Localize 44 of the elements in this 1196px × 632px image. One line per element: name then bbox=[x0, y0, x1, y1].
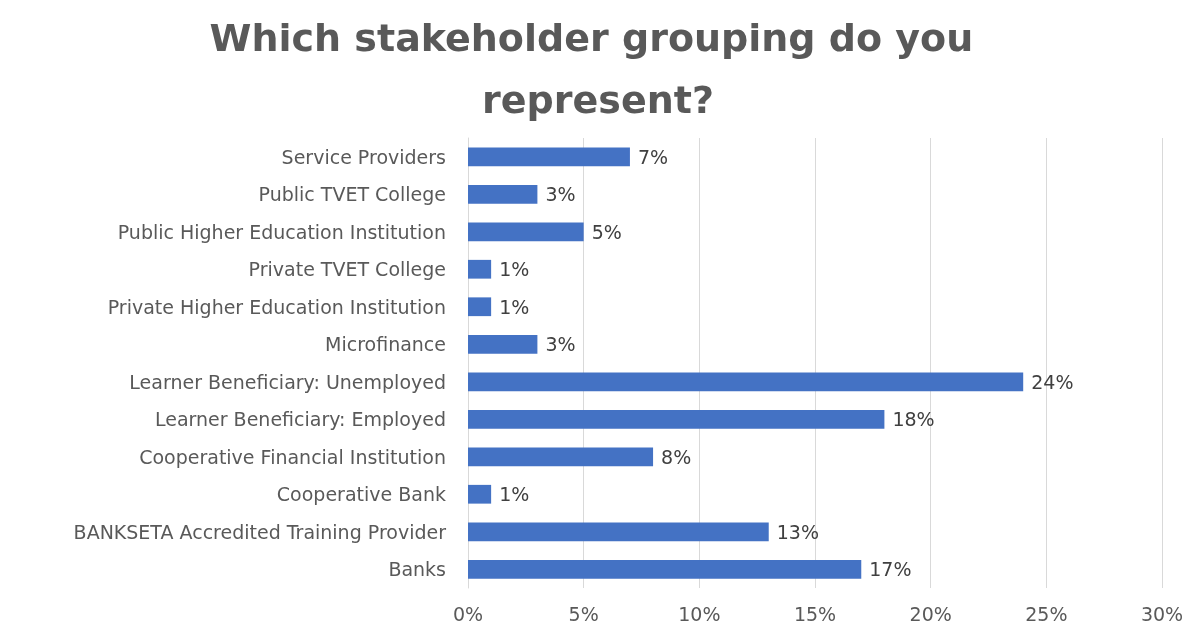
bar bbox=[468, 222, 584, 242]
bar bbox=[468, 409, 885, 429]
bar bbox=[468, 484, 492, 504]
data-label: 13% bbox=[776, 520, 819, 543]
y-tick-label: BANKSETA Accredited Training Provider bbox=[73, 520, 447, 543]
x-tick-label: 20% bbox=[909, 602, 952, 625]
bar bbox=[468, 372, 1024, 392]
bar bbox=[468, 297, 492, 317]
bar bbox=[468, 559, 862, 579]
y-tick-label: Learner Beneficiary: Unemployed bbox=[129, 370, 446, 393]
bar bbox=[468, 447, 654, 467]
data-label: 24% bbox=[1031, 370, 1074, 393]
bar bbox=[468, 147, 630, 167]
y-tick-label: Microfinance bbox=[325, 333, 446, 356]
data-label: 18% bbox=[892, 408, 935, 431]
x-tick-label: 10% bbox=[678, 602, 721, 625]
data-label: 3% bbox=[545, 333, 576, 356]
bar bbox=[468, 334, 538, 354]
y-tick-label: Private TVET College bbox=[248, 258, 446, 281]
bar bbox=[468, 522, 769, 542]
x-tick-label: 0% bbox=[452, 602, 484, 625]
y-tick-label: Learner Beneficiary: Employed bbox=[154, 408, 446, 431]
x-tick-label: 30% bbox=[1140, 602, 1184, 625]
y-tick-label: Public TVET College bbox=[258, 183, 446, 206]
y-tick-label: Service Providers bbox=[281, 145, 446, 168]
y-tick-label: Public Higher Education Institution bbox=[117, 220, 446, 243]
x-tick-label: 15% bbox=[793, 602, 837, 625]
data-label: 5% bbox=[591, 220, 622, 243]
x-tick-label: 25% bbox=[1025, 602, 1068, 625]
y-tick-label: Cooperative Bank bbox=[276, 483, 446, 506]
data-label: 8% bbox=[661, 445, 692, 468]
data-label: 3% bbox=[545, 183, 576, 206]
bar bbox=[468, 184, 538, 204]
data-label: 7% bbox=[637, 145, 669, 168]
y-tick-label: Cooperative Financial Institution bbox=[139, 445, 446, 468]
chart-title: Which stakeholder grouping do you represent? bbox=[209, 16, 987, 122]
bar bbox=[468, 259, 492, 279]
data-label: 1% bbox=[499, 295, 530, 318]
x-tick-label: 5% bbox=[568, 602, 599, 625]
data-label: 1% bbox=[499, 258, 530, 281]
y-tick-label: Banks bbox=[388, 558, 446, 581]
data-label: 1% bbox=[499, 483, 530, 506]
data-label: 17% bbox=[869, 558, 912, 581]
y-tick-label: Private Higher Education Institution bbox=[107, 295, 446, 318]
